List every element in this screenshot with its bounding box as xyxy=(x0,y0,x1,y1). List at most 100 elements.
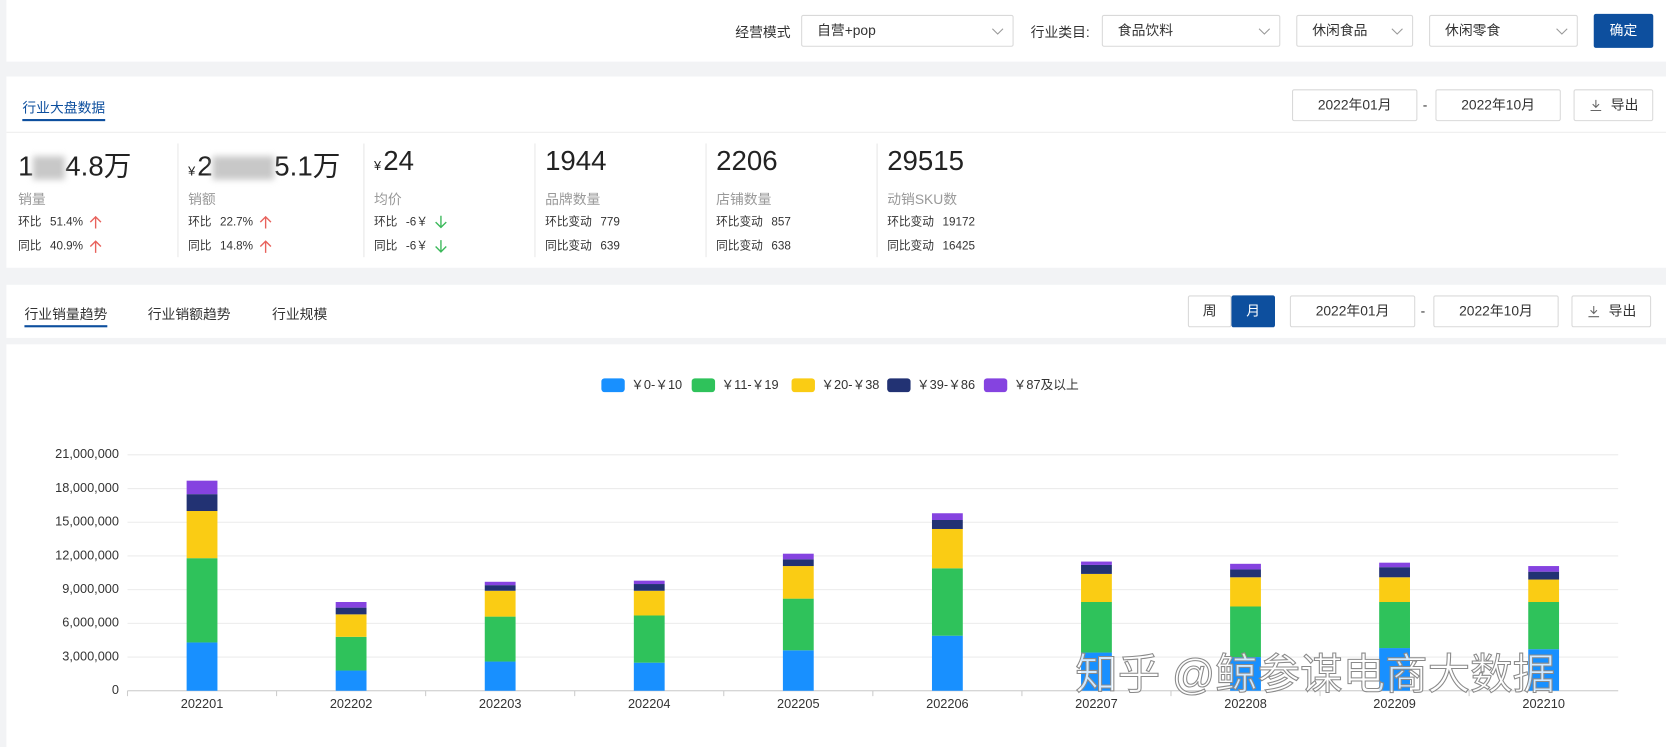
bar-segment xyxy=(782,650,814,691)
metric-row: 环比 22.7% xyxy=(188,213,272,230)
value-start: 2 xyxy=(197,149,213,182)
bar-segment xyxy=(484,616,516,662)
filter-label: 行业类目: xyxy=(1030,24,1090,41)
arrow-glyph xyxy=(260,240,272,254)
x-tick-label: 202206 xyxy=(926,696,969,711)
trend-tab[interactable]: 行业销额趋势 xyxy=(147,306,231,322)
export-label: 导出 xyxy=(1608,302,1637,319)
divider xyxy=(6,131,1666,133)
chevron-line xyxy=(991,28,1004,35)
currency: ¥ xyxy=(374,158,382,174)
metric-row: 同比变动 16425 xyxy=(887,237,981,254)
arrow-up xyxy=(90,215,102,229)
filter-value: 休闲零食 xyxy=(1445,22,1501,39)
legend-label: ￥11-￥19 xyxy=(721,377,778,392)
confirm-button[interactable]: 确定 xyxy=(1593,13,1654,48)
legend-label: ￥0-￥10 xyxy=(631,377,682,392)
row-value: -6￥ xyxy=(405,240,428,253)
currency: ¥ xyxy=(188,163,196,179)
bar-segment xyxy=(782,598,814,651)
download-glyph xyxy=(1590,99,1602,112)
filter-label: 经营模式 xyxy=(735,24,791,41)
x-tick-label: 202203 xyxy=(479,696,522,711)
row-label: 同比 xyxy=(18,240,42,253)
arrow-up xyxy=(260,215,272,229)
bar-segment xyxy=(186,642,218,691)
download-icon xyxy=(1588,306,1600,318)
bar-segment xyxy=(1379,602,1410,649)
filter-select[interactable]: 食品饮料 xyxy=(1101,14,1281,47)
metric-row: 环比变动 19172 xyxy=(887,213,981,230)
bar-segment xyxy=(782,559,814,567)
row-value: 22.7% xyxy=(219,215,254,229)
blurred xyxy=(212,156,275,180)
bar-segment xyxy=(633,662,665,691)
value-start: 1 xyxy=(18,149,34,182)
date-to[interactable]: 2022年10月 xyxy=(1435,89,1561,122)
arrow-glyph xyxy=(90,240,102,254)
bar-segment xyxy=(484,590,516,617)
metric-value: 1 4.8万 xyxy=(18,145,131,184)
x-tick-label: 202204 xyxy=(628,696,671,711)
row-value: 14.8% xyxy=(219,240,254,253)
bar-segment xyxy=(186,511,218,559)
metric-row: 同比 14.8% xyxy=(188,237,272,254)
bar-segment xyxy=(931,519,963,529)
arrow-glyph xyxy=(434,215,447,229)
row-value: -6￥ xyxy=(405,215,428,229)
metric-row: 环比 -6￥ xyxy=(374,213,447,230)
x-tick-label: 202208 xyxy=(1224,696,1267,711)
period-toggle[interactable]: 周 xyxy=(1187,295,1232,328)
bar-segment xyxy=(1081,652,1112,691)
date-from[interactable]: 2022年01月 xyxy=(1289,295,1416,328)
export-button[interactable]: 导出 xyxy=(1571,295,1652,328)
export-button[interactable]: 导出 xyxy=(1573,89,1654,122)
period-toggle[interactable]: 月 xyxy=(1231,295,1275,328)
row-label: 同比变动 xyxy=(545,240,592,253)
chevron-line xyxy=(1258,28,1271,35)
overview-tab[interactable]: 行业大盘数据 xyxy=(22,97,106,122)
bar-segment xyxy=(1528,566,1560,572)
date-to[interactable]: 2022年10月 xyxy=(1433,295,1559,328)
trend-tab[interactable]: 行业规模 xyxy=(272,306,328,322)
metric-separator xyxy=(705,143,707,258)
bar-segment xyxy=(1230,606,1261,658)
arrow-down xyxy=(434,240,447,253)
metric-row: 环比变动 857 xyxy=(716,213,797,230)
bar-segment xyxy=(1230,577,1261,607)
filter-select[interactable]: 休闲零食 xyxy=(1429,14,1578,47)
value: 1944 xyxy=(545,144,607,177)
bar-segment xyxy=(1230,657,1261,691)
y-tick-label: 15,000,000 xyxy=(55,514,119,529)
metric-value: 29515 xyxy=(887,145,964,178)
bar-segment xyxy=(1528,649,1560,691)
blurred xyxy=(33,156,66,180)
metric-label: 销额 xyxy=(188,191,216,208)
y-tick-label: 6,000,000 xyxy=(62,615,119,630)
trend-tab[interactable]: 行业销量趋势 xyxy=(24,303,108,328)
metric-label: 均价 xyxy=(374,191,402,208)
metric-label: 品牌数量 xyxy=(545,191,601,208)
bar-segment xyxy=(186,558,218,643)
bar-segment xyxy=(1081,564,1112,574)
row-label: 环比 xyxy=(188,215,212,229)
x-tick-label: 202209 xyxy=(1373,696,1416,711)
download-glyph xyxy=(1588,306,1600,318)
filter-select[interactable]: 自营+pop xyxy=(801,14,1014,47)
bar-segment xyxy=(1379,567,1410,578)
x-tick-label: 202202 xyxy=(330,696,373,711)
date-from[interactable]: 2022年01月 xyxy=(1292,89,1418,122)
filter-select[interactable]: 休闲食品 xyxy=(1296,14,1414,47)
chevron xyxy=(1391,28,1403,35)
bar-segment xyxy=(484,661,516,691)
x-tick-label: 202201 xyxy=(181,696,224,711)
metric-value: 2206 xyxy=(716,145,777,178)
metric-separator xyxy=(534,143,536,258)
x-tick-label: 202205 xyxy=(777,696,820,711)
row-value: 40.9% xyxy=(49,240,84,253)
chevron xyxy=(1258,28,1271,35)
metric-label: 店铺数量 xyxy=(716,191,772,208)
bar-segment xyxy=(1379,577,1410,603)
y-tick-label: 18,000,000 xyxy=(55,480,119,495)
arrow-up xyxy=(260,240,272,254)
